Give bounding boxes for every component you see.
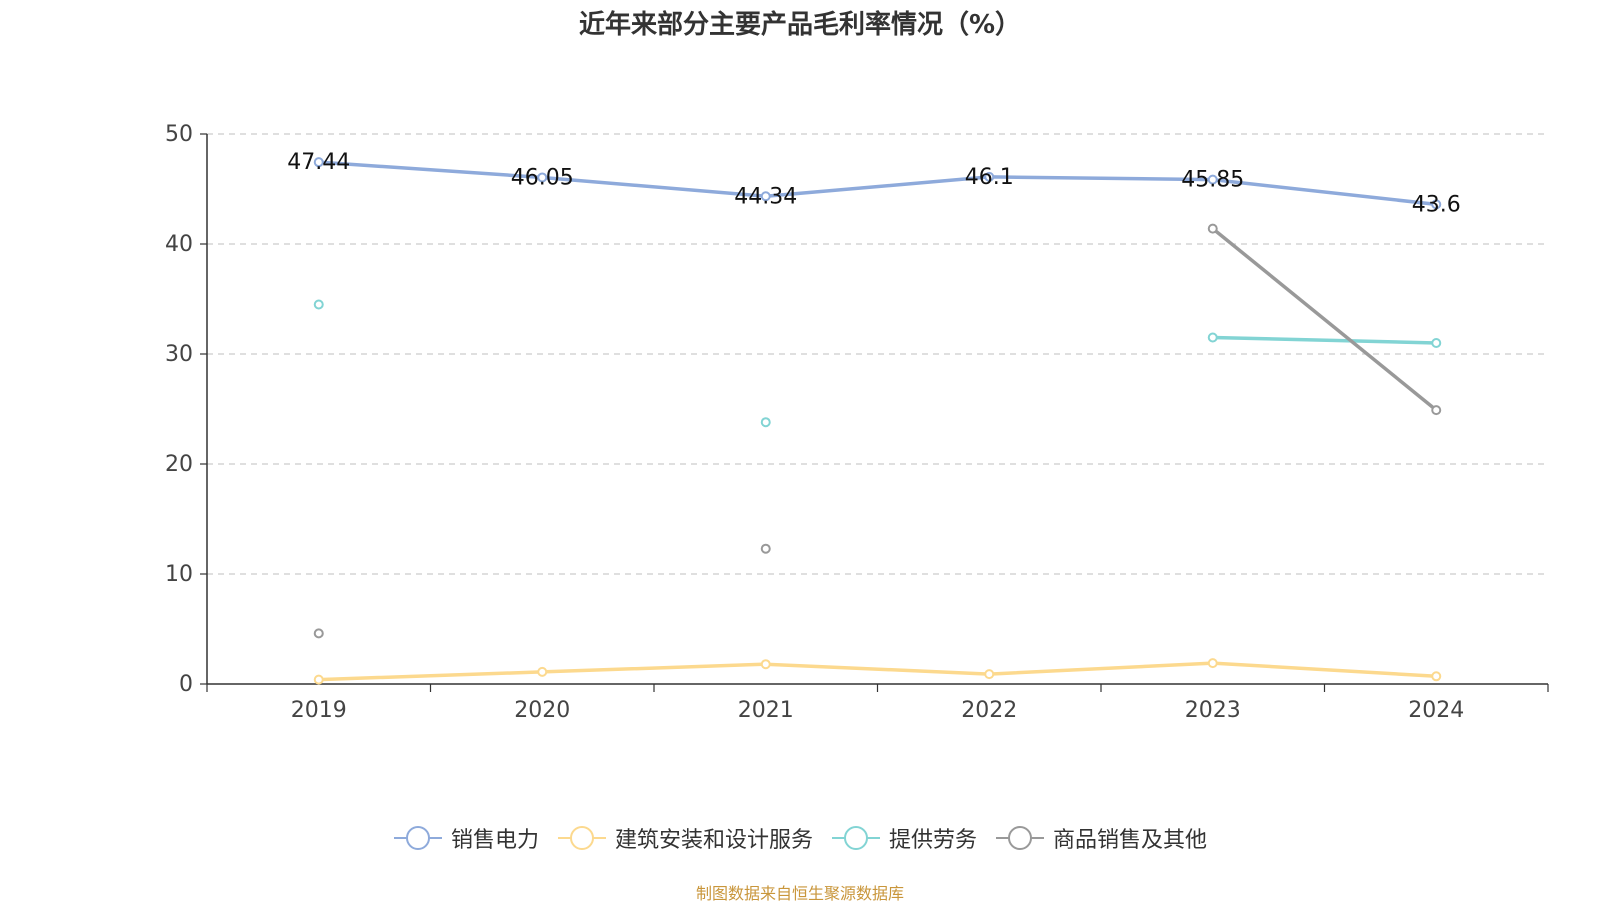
data-point — [537, 172, 548, 183]
y-tick-label: 0 — [179, 672, 193, 697]
legend-marker-icon — [557, 826, 606, 850]
x-tick-label: 2023 — [1185, 698, 1241, 723]
legend-label: 商品销售及其他 — [1053, 828, 1208, 853]
x-tick-label: 2020 — [514, 698, 570, 723]
series-line — [1212, 335, 1437, 345]
legend-item-3[interactable]: 商品销售及其他 — [995, 822, 1207, 854]
data-point — [1431, 405, 1442, 416]
legend-marker-icon — [393, 826, 442, 850]
y-tick-label: 30 — [165, 342, 193, 367]
legend: 销售电力 建筑安装和设计服务 提供劳务 商品销售及其他 — [0, 822, 1600, 854]
series-line — [1211, 227, 1438, 412]
data-point — [1431, 199, 1442, 210]
data-point — [313, 157, 324, 168]
data-point — [1207, 223, 1218, 234]
y-tick-label: 50 — [165, 122, 193, 147]
legend-item-0[interactable]: 销售电力 — [393, 822, 539, 854]
data-point — [1431, 338, 1442, 348]
x-tick-label: 2019 — [291, 698, 347, 723]
data-point — [760, 417, 771, 428]
legend-item-1[interactable]: 建筑安装和设计服务 — [557, 822, 813, 854]
series-line — [318, 160, 1437, 207]
data-labels: 47.44 46.05 44.34 46.1 45.85 43.6 — [287, 150, 1460, 217]
data-point — [313, 299, 324, 310]
data-point — [984, 171, 995, 182]
data-point — [760, 659, 771, 670]
data-point — [1207, 174, 1218, 185]
legend-marker-icon — [996, 826, 1045, 850]
legend-label: 建筑安装和设计服务 — [614, 828, 813, 853]
data-point — [1431, 671, 1442, 682]
legend-label: 销售电力 — [450, 828, 539, 853]
data-point — [537, 666, 548, 677]
x-tick-label: 2021 — [738, 698, 794, 723]
series-1 — [313, 658, 1442, 685]
data-point — [760, 543, 771, 554]
y-tick-label: 40 — [165, 232, 193, 257]
legend-marker-icon — [832, 826, 880, 850]
source-note: 制图数据来自恒生聚源数据库 — [695, 884, 904, 903]
series-3 — [313, 223, 1442, 639]
x-tick-label: 2024 — [1408, 698, 1464, 723]
data-point — [313, 674, 324, 685]
x-tick-label: 2022 — [961, 698, 1017, 723]
series-lines — [313, 157, 1442, 685]
legend-label: 提供劳务 — [889, 828, 978, 853]
gridlines — [207, 133, 1548, 575]
series-2 — [313, 299, 1442, 428]
data-point — [313, 628, 324, 639]
data-label: 46.05 — [511, 165, 574, 190]
data-label: 43.6 — [1412, 192, 1461, 217]
data-label: 46.1 — [965, 165, 1014, 190]
data-point — [984, 669, 995, 680]
series-line — [318, 661, 1437, 682]
legend-item-2[interactable]: 提供劳务 — [831, 822, 977, 854]
data-point — [1207, 658, 1218, 669]
y-tick-label: 20 — [165, 452, 193, 477]
data-label: 45.85 — [1181, 168, 1244, 193]
data-label: 44.34 — [734, 184, 797, 209]
axes: 0 10 20 30 40 50 2019 2020 2021 2022 2023 2024 — [165, 122, 1549, 723]
data-point — [760, 191, 771, 202]
y-tick-label: 10 — [165, 562, 193, 587]
data-label: 47.44 — [287, 150, 350, 175]
series-0 — [313, 157, 1442, 210]
chart-title: 近年来部分主要产品毛利率情况（%） — [578, 10, 1022, 40]
data-point — [1207, 332, 1218, 343]
